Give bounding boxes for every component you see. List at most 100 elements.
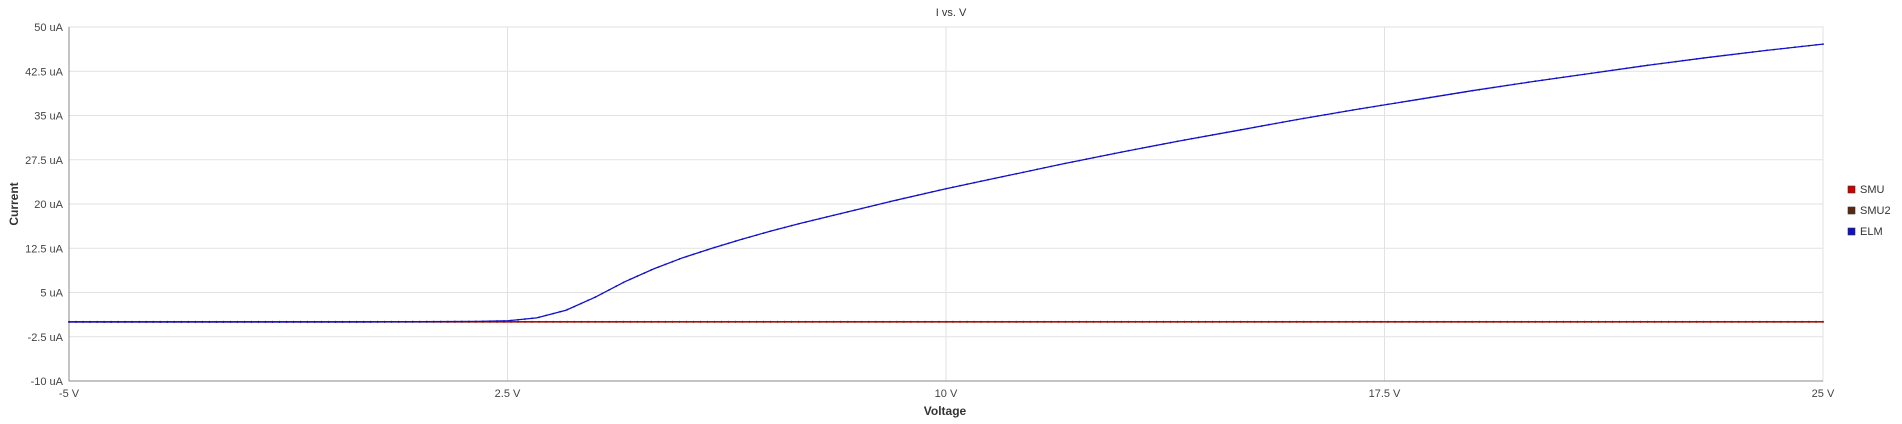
series-point: [755, 320, 758, 323]
series-point: [1485, 87, 1488, 90]
series-point: [1246, 127, 1249, 130]
series-point: [1050, 165, 1053, 168]
x-axis-title: Voltage: [924, 404, 967, 418]
series-point: [404, 320, 407, 323]
series-point: [1499, 320, 1502, 323]
series-point: [559, 310, 561, 313]
series-point: [1723, 320, 1726, 323]
series-point: [1260, 125, 1263, 127]
series-point: [980, 180, 982, 183]
series-point: [482, 320, 484, 323]
series-point: [671, 260, 674, 263]
series-point: [1815, 44, 1817, 46]
series-point: [882, 320, 884, 323]
series-point: [390, 320, 393, 323]
series-point: [713, 320, 716, 323]
legend-item-elm[interactable]: ELM: [1847, 226, 1883, 238]
series-point: [811, 320, 814, 323]
series-point: [924, 192, 926, 195]
legend-swatch: [1847, 227, 1856, 236]
series-point: [762, 320, 765, 323]
series-point: [348, 321, 351, 323]
series-point: [839, 212, 842, 215]
series-point: [594, 320, 597, 323]
series-point: [1527, 81, 1530, 84]
series-point: [1604, 320, 1607, 323]
series-point: [215, 321, 218, 323]
series-point: [573, 305, 576, 308]
series-point: [1274, 320, 1277, 323]
series-point: [1597, 71, 1600, 74]
series-point: [1506, 84, 1509, 87]
series-point: [145, 321, 148, 323]
series-point: [1681, 320, 1684, 323]
series-point: [1239, 320, 1242, 323]
series-point: [1281, 121, 1284, 124]
series-point: [545, 314, 547, 317]
series-point: [1639, 65, 1642, 68]
series-point: [1099, 320, 1102, 323]
series-point: [271, 321, 274, 323]
series-point: [1492, 320, 1495, 323]
series-point: [1751, 51, 1754, 53]
series-point: [1120, 151, 1123, 154]
series-point: [327, 321, 330, 323]
series-point: [187, 321, 190, 323]
series-point: [1471, 320, 1474, 323]
series-point: [1787, 47, 1789, 49]
series-point: [1562, 320, 1565, 323]
series-point: [496, 320, 498, 322]
series-point: [1380, 104, 1382, 107]
series-point: [1660, 320, 1663, 323]
series-point: [720, 320, 723, 323]
legend-item-smu2[interactable]: SMU2: [1847, 205, 1891, 217]
series-point: [1281, 320, 1284, 323]
series-point: [720, 244, 723, 247]
series-point: [994, 177, 996, 180]
series-point: [1611, 69, 1614, 72]
series-point: [1001, 175, 1003, 178]
series-point: [397, 320, 400, 323]
series-point: [1204, 135, 1207, 138]
legend-item-smu[interactable]: SMU: [1847, 184, 1885, 196]
legend-label: ELM: [1860, 226, 1883, 238]
series-point: [531, 317, 533, 320]
series-point: [945, 187, 947, 190]
series-point: [1744, 320, 1747, 323]
series-point: [748, 236, 751, 239]
series-point: [236, 321, 239, 323]
series-point: [439, 320, 442, 323]
legend[interactable]: SMU SMU2 ELM: [1847, 184, 1891, 238]
series-point: [622, 320, 625, 323]
series-point: [1660, 62, 1663, 65]
series-point: [1808, 320, 1810, 323]
series-point: [1373, 105, 1375, 108]
series-point: [1092, 156, 1095, 159]
series-point: [882, 202, 884, 205]
series-point: [931, 320, 933, 323]
series-point: [1218, 132, 1221, 135]
series-point: [1443, 94, 1445, 97]
series-point: [1625, 67, 1628, 70]
series-point: [776, 228, 779, 231]
series-point: [152, 321, 155, 323]
series-point: [1527, 320, 1530, 323]
series-point: [1141, 320, 1144, 323]
series-point: [1674, 320, 1677, 323]
series-point: [727, 242, 730, 245]
x-tick-label: 17.5 V: [1369, 388, 1401, 400]
series-point: [1759, 320, 1761, 323]
legend-label: SMU: [1860, 184, 1885, 196]
series-point: [1478, 320, 1481, 323]
series-point: [1604, 70, 1607, 73]
series-point: [531, 320, 533, 323]
series-point: [1646, 320, 1649, 323]
series-point: [1780, 47, 1782, 50]
series-point: [1667, 61, 1670, 64]
series-line-elm: [69, 43, 1824, 323]
series-point: [952, 186, 954, 189]
series-point: [1653, 63, 1656, 66]
series-point: [559, 320, 561, 323]
series-point: [1345, 320, 1347, 323]
series-point: [1366, 106, 1368, 109]
